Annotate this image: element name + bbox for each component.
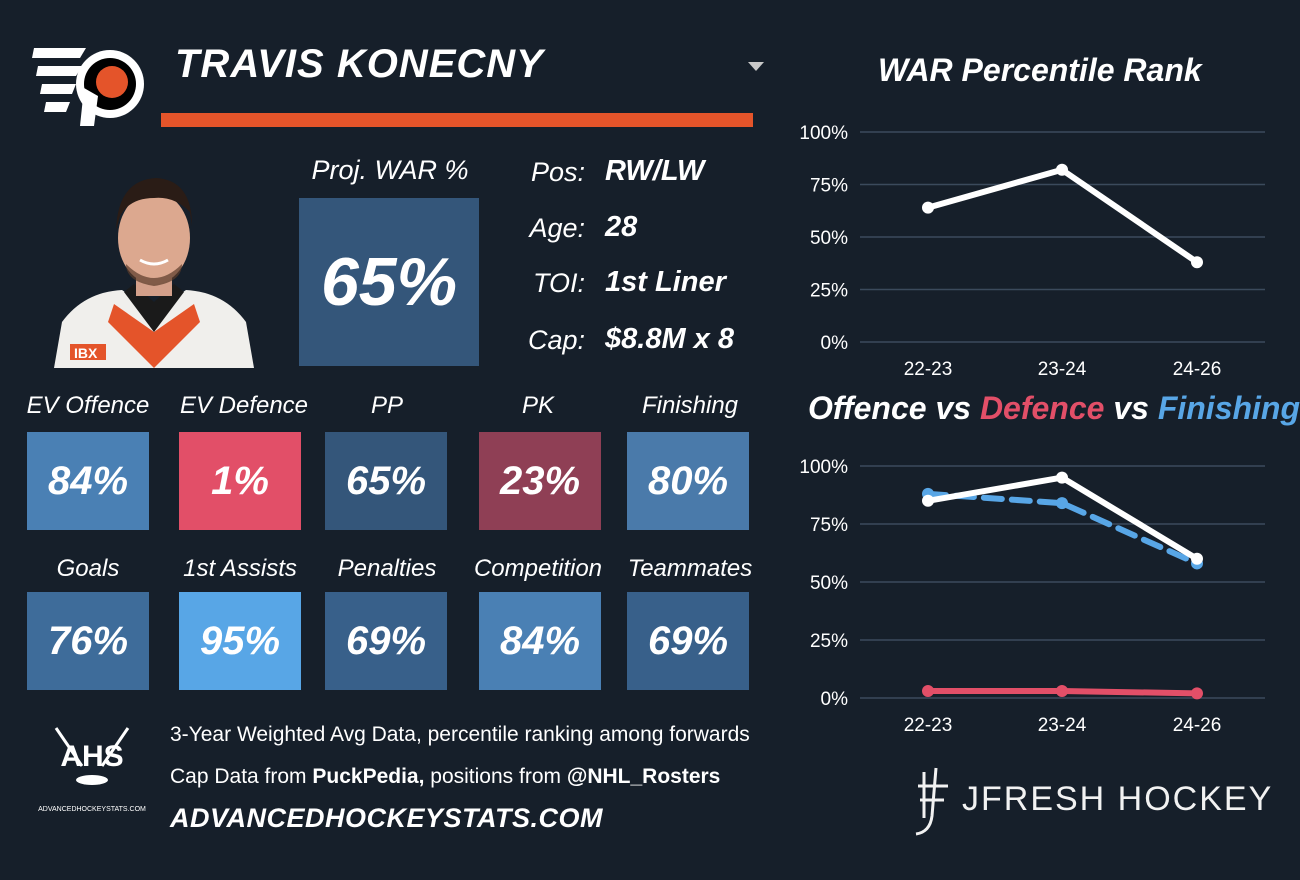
footer-note-2-prefix: Cap Data from [170, 765, 313, 788]
data-point [1056, 497, 1068, 510]
stat-label-teammates: Teammates [627, 555, 753, 582]
name-underline [161, 113, 753, 127]
footer-note-1: 3-Year Weighted Avg Data, percentile ran… [170, 723, 750, 746]
stat-label-goals: Goals [56, 555, 120, 582]
stat-tile-goals: 76% [27, 592, 149, 690]
stat-label-ev-defence: EV Defence [179, 392, 309, 419]
data-point [1191, 687, 1203, 700]
chart2-title-part: Finishing [1157, 390, 1300, 426]
chart2-title: Offence vs Defence vs Finishing [808, 390, 1300, 427]
data-point [922, 201, 934, 214]
chart1-title: WAR Percentile Rank [878, 52, 1202, 88]
y-tick-label: 50% [810, 228, 848, 249]
y-tick-label: 100% [799, 457, 848, 478]
ahs-logo: AHS ADVANCEDHOCKEYSTATS.COM [38, 726, 146, 818]
stat-tile-teammates: 69% [627, 592, 749, 690]
data-point [1056, 685, 1068, 698]
x-tick-label: 23-24 [1038, 359, 1087, 380]
info-value-age: 28 [605, 211, 638, 243]
y-tick-label: 100% [799, 123, 848, 144]
player-name: TRAVIS KONECNY [175, 42, 544, 86]
site-url[interactable]: ADVANCEDHOCKEYSTATS.COM [170, 803, 604, 833]
chart2-title-part: vs [926, 390, 980, 426]
x-tick-label: 23-24 [1038, 715, 1087, 736]
info-value-toi: 1st Liner [605, 266, 726, 298]
info-value-cap: $8.8M x 8 [605, 323, 734, 355]
chart2-title-part: Offence [808, 390, 927, 426]
x-tick-label: 24-26 [1173, 359, 1222, 380]
x-tick-label: 22-23 [904, 359, 953, 380]
stat-tile-pk: 23% [479, 432, 601, 530]
stat-tile-competition: 84% [479, 592, 601, 690]
series-line [925, 490, 1200, 567]
stat-label-1st-assists: 1st Assists [183, 555, 297, 582]
data-point [922, 685, 934, 698]
puckpedia-link[interactable]: PuckPedia, [312, 765, 425, 788]
data-point [922, 494, 934, 507]
proj-war-value: 65% [299, 198, 479, 366]
series-line [925, 166, 1200, 266]
flyers-logo [32, 48, 144, 126]
footer-note-2-mid: positions from [424, 765, 567, 788]
info-value-pos: RW/LW [605, 155, 705, 187]
chevron-down-icon[interactable] [748, 62, 764, 71]
offence-defence-finishing-chart: 0% 25% 50% 75% 100% 22-23 23-24 24-26 [799, 457, 1265, 736]
stat-tile-ev-defence: 1% [179, 432, 301, 530]
info-label-toi: TOI: [532, 268, 585, 298]
war-percentile-chart: 0% 25% 50% 75% 100% 22-23 23-24 24-26 [799, 123, 1265, 380]
data-point [1191, 552, 1203, 565]
stat-tile-penalties: 69% [325, 592, 447, 690]
stat-label-finishing: Finishing [641, 392, 739, 419]
stat-label-pp: PP [370, 392, 403, 419]
stat-label-ev-offence: EV Offence [26, 392, 150, 419]
data-point [1056, 471, 1068, 484]
x-tick-label: 24-26 [1173, 715, 1222, 736]
stat-label-competition: Competition [473, 555, 603, 582]
y-tick-label: 75% [810, 515, 848, 536]
stat-label-penalties: Penalties [337, 555, 437, 582]
ahs-logo-subtext: ADVANCEDHOCKEYSTATS.COM [38, 806, 146, 813]
y-tick-label: 25% [810, 281, 848, 302]
y-tick-label: 0% [821, 689, 849, 710]
svg-text:IBX: IBX [74, 345, 98, 361]
stat-tile-pp: 65% [325, 432, 447, 530]
x-tick-label: 22-23 [904, 715, 953, 736]
player-photo: IBX [54, 178, 254, 368]
jfresh-brand: JFRESH HOCKEY [962, 780, 1274, 818]
stat-tile-1st-assists: 95% [179, 592, 301, 690]
info-label-age: Age: [529, 213, 585, 243]
stat-tile-ev-offence: 84% [27, 432, 149, 530]
y-tick-label: 75% [810, 176, 848, 197]
stat-label-pk: PK [521, 392, 554, 419]
y-tick-label: 50% [810, 573, 848, 594]
data-point [1191, 256, 1203, 269]
info-label-cap: Cap: [527, 325, 585, 355]
chart2-title-part: Defence [979, 390, 1105, 426]
data-point [1056, 163, 1068, 176]
info-label-pos: Pos: [530, 157, 585, 187]
nhl-rosters-link[interactable]: @NHL_Rosters [566, 765, 721, 788]
stat-tile-finishing: 80% [627, 432, 749, 530]
ahs-logo-text: AHS [60, 740, 124, 773]
y-tick-label: 0% [821, 333, 849, 354]
proj-war-label: Proj. WAR % [311, 155, 469, 185]
chart2-title-part: vs [1104, 390, 1158, 426]
footer-note-2: Cap Data from PuckPedia, positions from … [170, 765, 720, 789]
jfresh-logo-icon [915, 767, 948, 836]
y-tick-label: 25% [810, 631, 848, 652]
